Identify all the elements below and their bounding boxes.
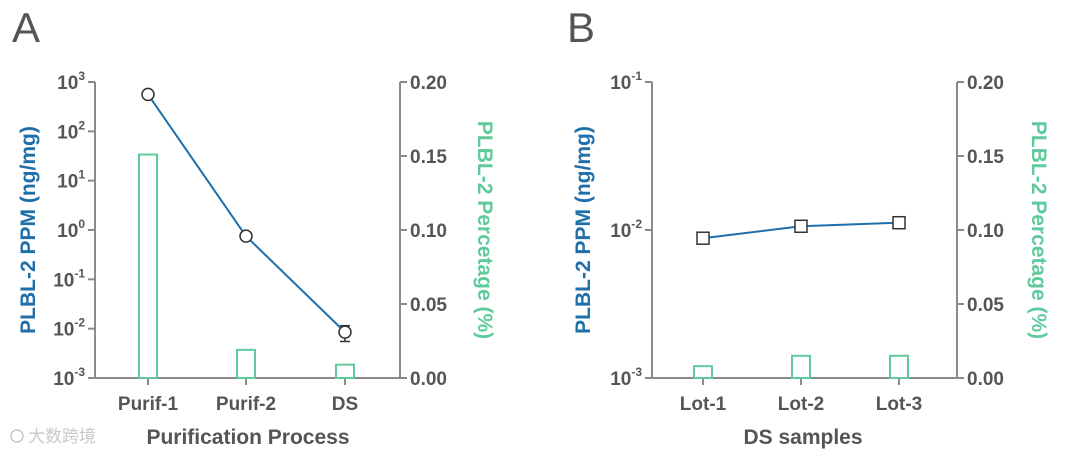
left-tick-label: 100 (57, 217, 85, 242)
right-tick-label: 0.15 (410, 147, 447, 168)
ppm-point-lot-3 (892, 215, 906, 230)
right-tick-label: 0.05 (410, 295, 447, 316)
bar-lot-1 (693, 365, 713, 380)
left-tick-label: 10-3 (610, 365, 642, 390)
right-tick-label: 0.00 (967, 369, 1004, 390)
ppm-point-ds (338, 325, 352, 339)
ppm-line (147, 93, 346, 333)
left-y-axis-title: PLBL-2 PPM (ng/mg) (17, 126, 40, 334)
ppm-point-lot-2 (794, 219, 808, 234)
x-axis-title: Purification Process (146, 426, 349, 449)
watermark-logo-icon (10, 429, 24, 443)
panel-letter: B (567, 4, 595, 51)
left-tick-label: 103 (57, 69, 85, 94)
left-tick-label: 10-2 (53, 316, 85, 341)
bar-lot-3 (889, 354, 909, 379)
bar-lot-2 (791, 354, 811, 379)
left-tick-label: 10-1 (610, 69, 642, 94)
x-axis-title: DS samples (743, 426, 862, 449)
right-y-axis-title: PLBL-2 Percetage (%) (473, 121, 496, 339)
right-tick-label: 0.10 (967, 221, 1004, 242)
right-tick-label: 0.20 (967, 73, 1004, 94)
right-tick-label: 0.15 (967, 147, 1004, 168)
left-tick-label: 10-1 (53, 266, 85, 291)
panel-letter: A (12, 4, 40, 51)
left-tick-label: 10-3 (53, 365, 85, 390)
x-tick-label: DS (332, 394, 358, 415)
right-y-axis-title: PLBL-2 Percetage (%) (1027, 121, 1050, 339)
x-tick-label: Lot-3 (876, 394, 922, 415)
x-tick-label: Purif-1 (118, 394, 179, 415)
left-tick-label: 10-2 (610, 217, 642, 242)
ppm-point-lot-1 (696, 231, 710, 245)
bar-ds (335, 363, 355, 379)
watermark-text: 大数跨境 (28, 427, 96, 447)
x-tick-label: Lot-1 (680, 394, 727, 415)
ppm-point-purif-1 (141, 87, 155, 102)
ppm-point-purif-2 (239, 229, 253, 243)
right-tick-label: 0.10 (410, 221, 447, 242)
bar-purif-1 (138, 153, 158, 379)
x-tick-label: Lot-2 (778, 394, 824, 415)
left-y-axis-title: PLBL-2 PPM (ng/mg) (572, 126, 595, 334)
bar-purif-2 (236, 348, 256, 380)
right-tick-label: 0.20 (410, 73, 447, 94)
right-tick-label: 0.00 (410, 369, 447, 390)
left-tick-label: 101 (57, 168, 85, 193)
right-tick-label: 0.05 (967, 295, 1004, 316)
left-tick-label: 102 (57, 118, 85, 143)
x-tick-label: Purif-2 (216, 394, 276, 415)
